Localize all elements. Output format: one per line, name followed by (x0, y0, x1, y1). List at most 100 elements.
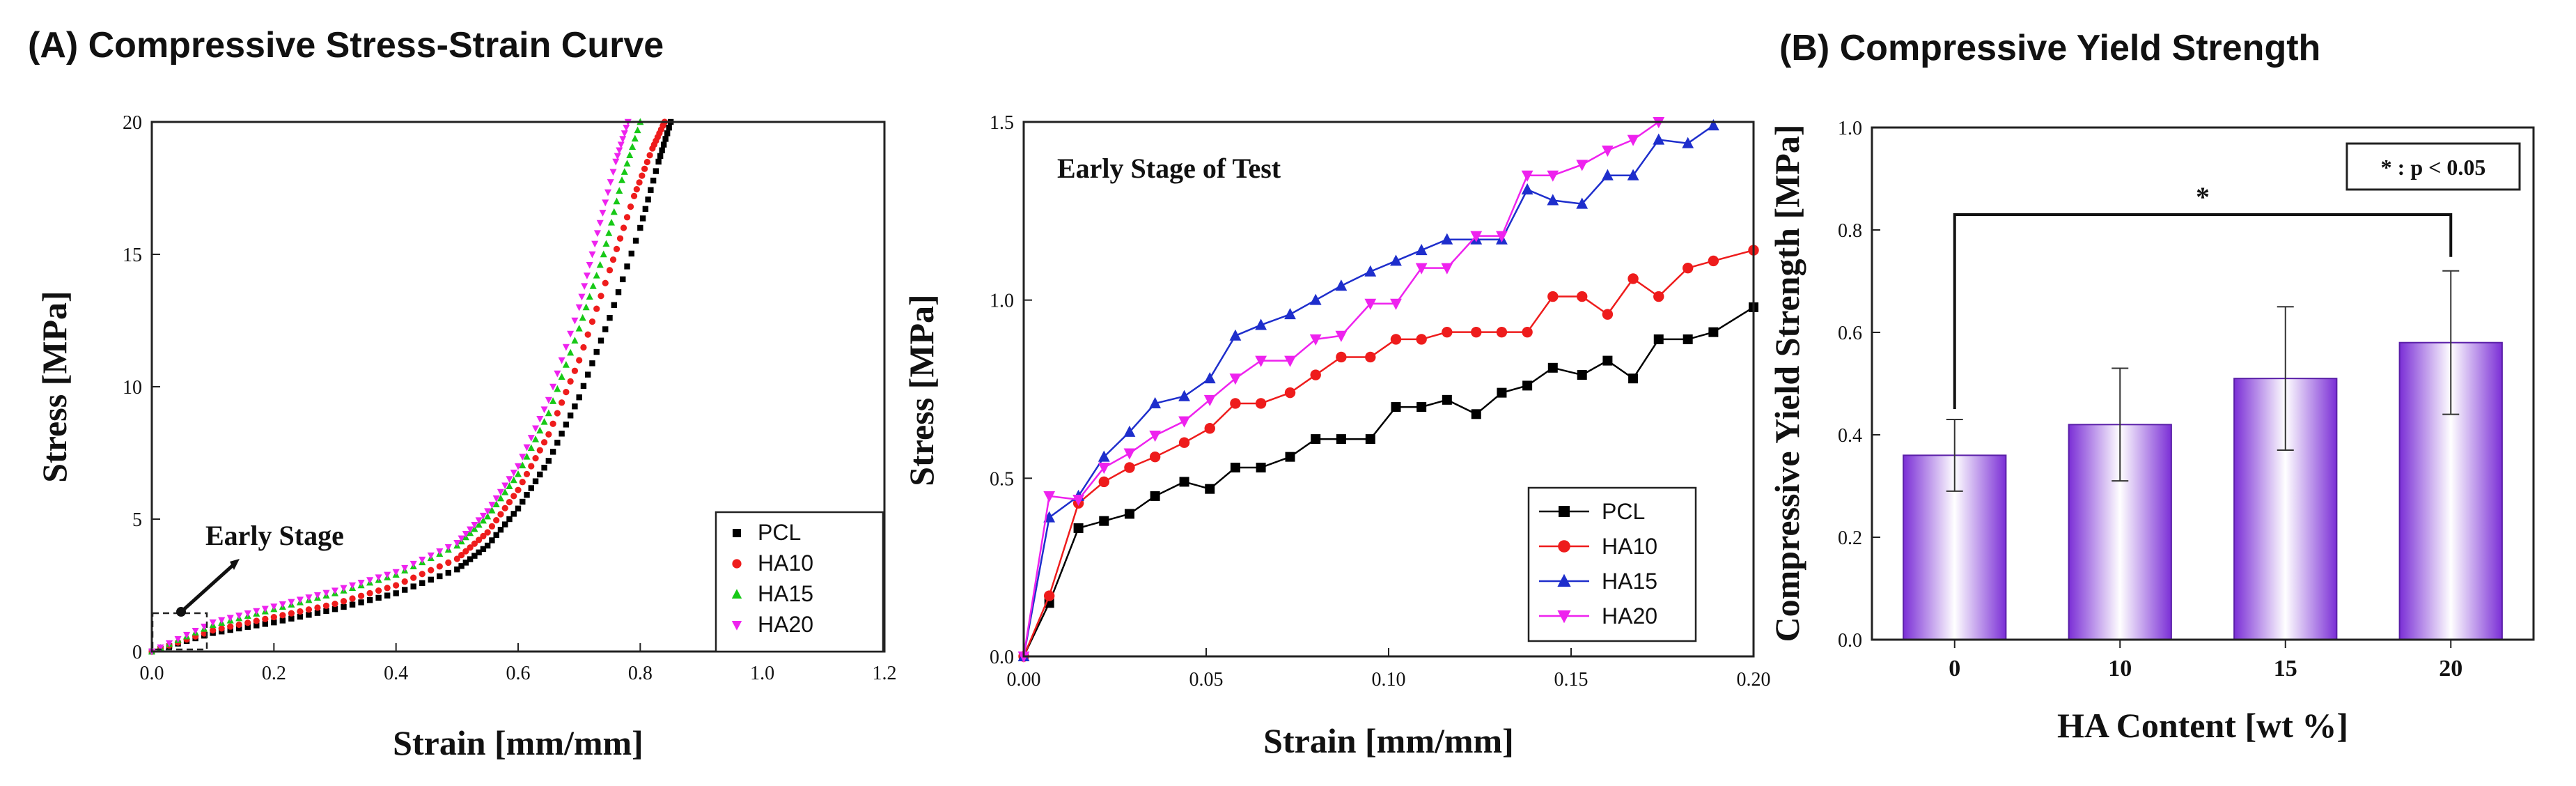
data-point (1576, 197, 1588, 209)
data-point (502, 521, 508, 527)
data-point (611, 302, 617, 308)
data-point (616, 187, 623, 194)
data-point (584, 371, 591, 378)
data-point (629, 143, 637, 151)
data-point (506, 498, 513, 506)
x-tick-label: 0 (1949, 656, 1960, 681)
data-point (375, 594, 382, 601)
data-point (558, 399, 565, 406)
chart-stress-strain-full: 0.0 0.2 0.4 0.6 0.8 1.0 1.2 0 5 10 15 20 Strain [mm… (35, 112, 897, 762)
series-ha10 (148, 118, 669, 655)
data-point (1496, 231, 1508, 242)
data-point (620, 224, 627, 231)
legend-item-pcl: PCL (758, 520, 801, 545)
data-point (646, 152, 653, 159)
significance-star: * (2196, 181, 2210, 213)
data-point (523, 452, 531, 460)
data-point (643, 158, 650, 166)
data-point (520, 498, 526, 505)
data-point (1364, 265, 1377, 277)
data-point (1365, 351, 1376, 363)
data-point (462, 530, 469, 538)
legend-item-ha20: HA20 (758, 612, 813, 637)
legend: PCL HA10 HA15 HA20 (715, 511, 884, 653)
data-point (609, 256, 617, 263)
y-tick-label: 1.0 (990, 291, 1014, 312)
data-point (562, 361, 570, 368)
x-axis-label: HA Content [wt %] (2057, 706, 2348, 745)
y-tick-label: 0.4 (1838, 425, 1862, 447)
data-point (427, 552, 435, 560)
data-point (1683, 334, 1693, 344)
data-point (480, 546, 487, 553)
y-tick-label: 10 (123, 377, 142, 399)
data-point (497, 494, 504, 502)
data-point (428, 576, 434, 583)
data-point (1547, 362, 1558, 373)
data-point (576, 357, 583, 364)
data-point (549, 420, 556, 427)
data-point (322, 590, 330, 597)
legend: PCL HA10 HA15 HA20 (1527, 486, 1697, 642)
data-point (235, 612, 243, 619)
data-point (514, 470, 522, 477)
data-point (519, 461, 526, 469)
y-tick-label: 15 (123, 245, 142, 266)
data-point (1707, 119, 1719, 131)
data-point (642, 206, 649, 213)
data-point (515, 505, 522, 511)
data-point (593, 271, 600, 279)
data-point (467, 526, 474, 534)
data-point (599, 210, 607, 217)
data-point (444, 544, 452, 551)
data-point (589, 282, 597, 289)
legend-item-pcl: PCL (1602, 499, 1645, 524)
data-point (341, 603, 347, 610)
data-point (528, 463, 535, 470)
data-point (558, 357, 565, 364)
data-point (510, 511, 517, 517)
data-point (528, 485, 534, 491)
data-point (437, 573, 443, 580)
data-point (484, 508, 492, 516)
data-point (540, 406, 548, 414)
x-tick-label: 0.6 (506, 663, 531, 684)
data-point (536, 415, 544, 423)
data-point (1602, 145, 1614, 157)
data-point (366, 577, 374, 584)
data-point (613, 245, 620, 253)
data-point (576, 394, 582, 401)
series-pcl (148, 118, 674, 655)
data-point (510, 493, 517, 500)
data-point (1149, 451, 1161, 463)
data-point (666, 124, 672, 131)
data-point (244, 624, 251, 630)
arrow-head-icon (230, 559, 240, 570)
data-point (1255, 398, 1267, 409)
data-point (476, 537, 483, 544)
data-point (506, 516, 513, 523)
data-point (471, 553, 478, 559)
chart-title: Early Stage of Test (1057, 153, 1281, 184)
data-point (261, 606, 269, 613)
data-point (497, 511, 504, 518)
series-pcl (1019, 302, 1758, 661)
y-tick-label: 0 (132, 642, 142, 663)
data-point (1497, 387, 1507, 398)
data-point (314, 610, 321, 616)
data-point (1441, 233, 1453, 245)
data-point (655, 158, 662, 165)
data-point (620, 276, 626, 283)
data-point (331, 600, 338, 608)
data-point (279, 601, 286, 608)
data-point (1203, 372, 1216, 384)
data-point (626, 151, 634, 158)
data-point (1628, 373, 1639, 384)
data-point (519, 454, 526, 461)
data-point (605, 229, 613, 236)
early-stage-annotation: Early Stage (205, 520, 344, 551)
data-point (540, 418, 548, 425)
early-stage-arrow (178, 562, 237, 615)
legend-marker (731, 621, 742, 631)
data-point (1415, 243, 1428, 256)
